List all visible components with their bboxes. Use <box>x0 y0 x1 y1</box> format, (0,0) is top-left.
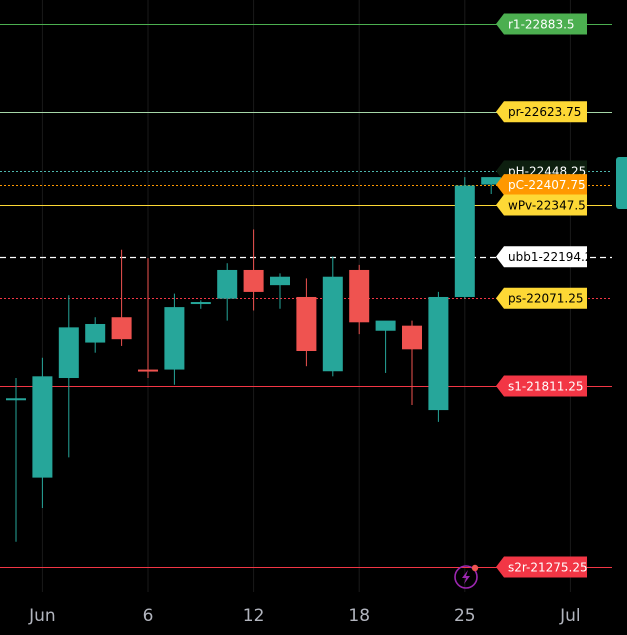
candle-body[interactable] <box>138 369 158 372</box>
candle-body[interactable] <box>481 177 502 185</box>
x-tick-label: 18 <box>348 606 370 626</box>
x-tick-label: 12 <box>243 606 265 626</box>
candle-body[interactable] <box>58 327 79 379</box>
candle-body[interactable] <box>217 269 238 299</box>
candle-body[interactable] <box>349 269 370 323</box>
level-tag[interactable] <box>496 194 587 216</box>
level-tag-label: s2r-21275.25 <box>508 561 588 575</box>
level-tag-label: s1-21811.25 <box>508 380 583 394</box>
candle-body[interactable] <box>428 296 449 411</box>
level-tag[interactable] <box>496 101 587 123</box>
level-tag[interactable] <box>496 246 587 268</box>
candle-body[interactable] <box>322 276 343 372</box>
candle-body[interactable] <box>190 302 211 305</box>
x-tick-label: Jun <box>28 606 56 626</box>
price-scale-handle[interactable] <box>616 157 627 209</box>
level-tag[interactable] <box>496 375 587 397</box>
candle-body[interactable] <box>164 307 185 370</box>
candle-body[interactable] <box>375 320 396 331</box>
level-tag[interactable] <box>496 174 587 196</box>
level-tag-label: pC-22407.75 <box>508 178 586 192</box>
x-tick-label: Jul <box>559 606 581 626</box>
lightning-icon[interactable] <box>454 565 478 589</box>
level-tag-label: ubb1-22194.25 <box>508 250 600 264</box>
candle-body[interactable] <box>32 376 53 478</box>
notification-dot <box>471 564 479 572</box>
x-tick-label: 6 <box>143 606 154 626</box>
candle-body[interactable] <box>402 325 422 350</box>
lightning-bolt-glyph <box>462 570 470 584</box>
x-tick-label: 25 <box>454 606 476 626</box>
candle-body[interactable] <box>85 323 106 343</box>
level-tag-label: wPv-22347.5 <box>508 198 586 212</box>
level-tag-label: ps-22071.25 <box>508 292 583 306</box>
level-tag[interactable] <box>496 556 587 578</box>
level-tag-label: pr-22623.75 <box>508 105 581 119</box>
level-tag[interactable] <box>496 287 587 309</box>
candle-body[interactable] <box>111 317 132 340</box>
level-tag[interactable] <box>496 13 587 35</box>
candle-body[interactable] <box>454 185 475 297</box>
candle-body[interactable] <box>270 276 290 286</box>
level-tag-label: r1-22883.5 <box>508 18 575 32</box>
candle-body[interactable] <box>296 296 317 351</box>
candle-body[interactable] <box>6 398 26 401</box>
candle-body[interactable] <box>243 269 264 292</box>
